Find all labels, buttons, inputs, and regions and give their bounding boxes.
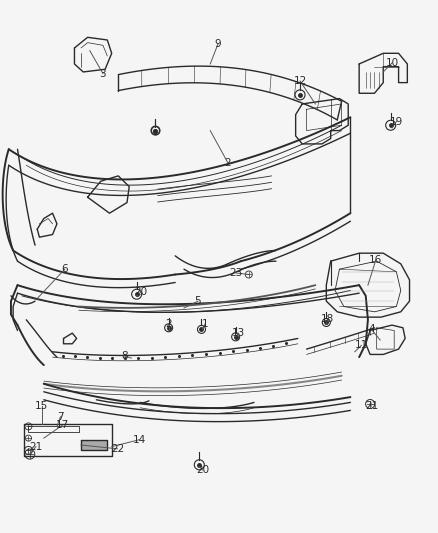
Text: 21: 21 [365,401,378,411]
Text: 21: 21 [29,442,42,451]
Text: 15: 15 [35,401,48,411]
Text: 19: 19 [390,117,403,126]
Text: 2: 2 [165,319,172,329]
Polygon shape [81,440,107,450]
Text: 5: 5 [194,296,201,306]
Text: 12: 12 [293,76,307,86]
Text: 3: 3 [99,69,106,78]
Text: 7: 7 [57,412,64,422]
Text: 11: 11 [355,341,368,350]
Text: 20: 20 [196,465,209,475]
Text: 2: 2 [224,158,231,167]
Text: 23: 23 [229,268,242,278]
Text: 13: 13 [232,328,245,338]
Text: 8: 8 [121,351,128,361]
Text: 1: 1 [201,319,208,329]
Text: 18: 18 [321,314,334,324]
Text: 10: 10 [385,58,399,68]
Text: 6: 6 [61,264,68,274]
Text: 20: 20 [134,287,148,297]
Text: 14: 14 [133,435,146,445]
Text: 4: 4 [368,325,375,334]
Text: 9: 9 [215,39,222,49]
Text: 22: 22 [111,444,124,454]
Text: 16: 16 [369,255,382,265]
Text: 17: 17 [56,421,69,430]
